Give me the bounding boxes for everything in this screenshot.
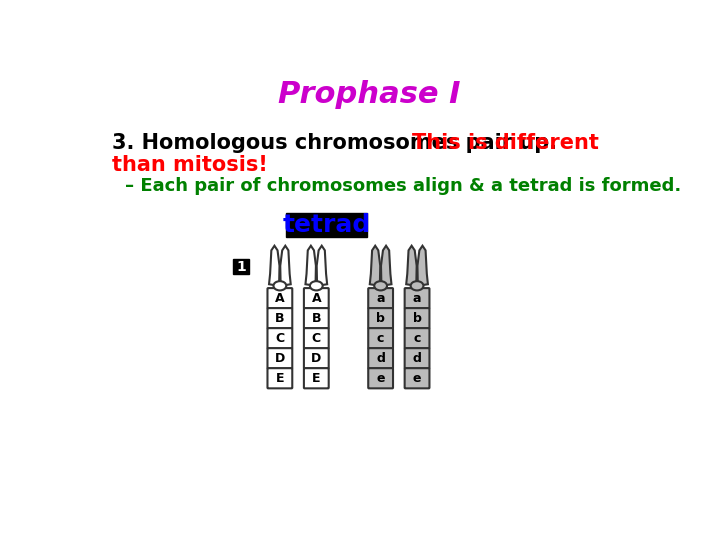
FancyBboxPatch shape — [368, 308, 393, 328]
FancyBboxPatch shape — [405, 328, 429, 348]
Polygon shape — [418, 246, 428, 286]
Polygon shape — [280, 246, 291, 286]
Polygon shape — [381, 246, 392, 286]
Polygon shape — [305, 246, 316, 286]
FancyBboxPatch shape — [368, 368, 393, 388]
FancyBboxPatch shape — [405, 288, 429, 308]
Text: 3. Homologous chromosomes pair up.: 3. Homologous chromosomes pair up. — [112, 133, 564, 153]
FancyBboxPatch shape — [286, 213, 367, 237]
FancyBboxPatch shape — [267, 308, 292, 328]
FancyBboxPatch shape — [304, 308, 329, 328]
Polygon shape — [269, 246, 279, 286]
Text: b: b — [413, 312, 421, 325]
Ellipse shape — [274, 281, 287, 291]
Text: 1: 1 — [236, 260, 246, 274]
FancyBboxPatch shape — [405, 368, 429, 388]
Text: d: d — [413, 352, 421, 365]
Polygon shape — [370, 246, 380, 286]
Text: D: D — [311, 352, 321, 365]
Ellipse shape — [410, 281, 423, 291]
Text: e: e — [377, 372, 385, 384]
FancyBboxPatch shape — [304, 288, 329, 308]
Text: d: d — [376, 352, 385, 365]
FancyBboxPatch shape — [368, 288, 393, 308]
Text: e: e — [413, 372, 421, 384]
Text: E: E — [276, 372, 284, 384]
Text: This is different: This is different — [412, 133, 598, 153]
Text: A: A — [312, 292, 321, 305]
Text: A: A — [275, 292, 284, 305]
Text: c: c — [377, 332, 384, 345]
Text: b: b — [376, 312, 385, 325]
FancyBboxPatch shape — [368, 328, 393, 348]
FancyBboxPatch shape — [267, 288, 292, 308]
FancyBboxPatch shape — [267, 328, 292, 348]
Text: Prophase I: Prophase I — [278, 79, 460, 109]
Ellipse shape — [374, 281, 387, 291]
FancyBboxPatch shape — [304, 368, 329, 388]
Polygon shape — [406, 246, 417, 286]
Text: B: B — [275, 312, 284, 325]
Text: a: a — [413, 292, 421, 305]
Text: E: E — [312, 372, 320, 384]
Text: c: c — [413, 332, 420, 345]
Text: – Each pair of chromosomes align & a tetrad is formed.: – Each pair of chromosomes align & a tet… — [125, 178, 681, 195]
Text: C: C — [275, 332, 284, 345]
Ellipse shape — [310, 281, 323, 291]
FancyBboxPatch shape — [405, 348, 429, 368]
FancyBboxPatch shape — [267, 348, 292, 368]
Text: a: a — [377, 292, 385, 305]
Text: D: D — [275, 352, 285, 365]
FancyBboxPatch shape — [368, 348, 393, 368]
Text: than mitosis!: than mitosis! — [112, 155, 267, 175]
Polygon shape — [317, 246, 327, 286]
FancyBboxPatch shape — [304, 328, 329, 348]
FancyBboxPatch shape — [267, 368, 292, 388]
Text: C: C — [312, 332, 321, 345]
FancyBboxPatch shape — [405, 308, 429, 328]
FancyBboxPatch shape — [304, 348, 329, 368]
Text: tetrad: tetrad — [282, 213, 371, 237]
Text: B: B — [312, 312, 321, 325]
FancyBboxPatch shape — [233, 259, 249, 274]
